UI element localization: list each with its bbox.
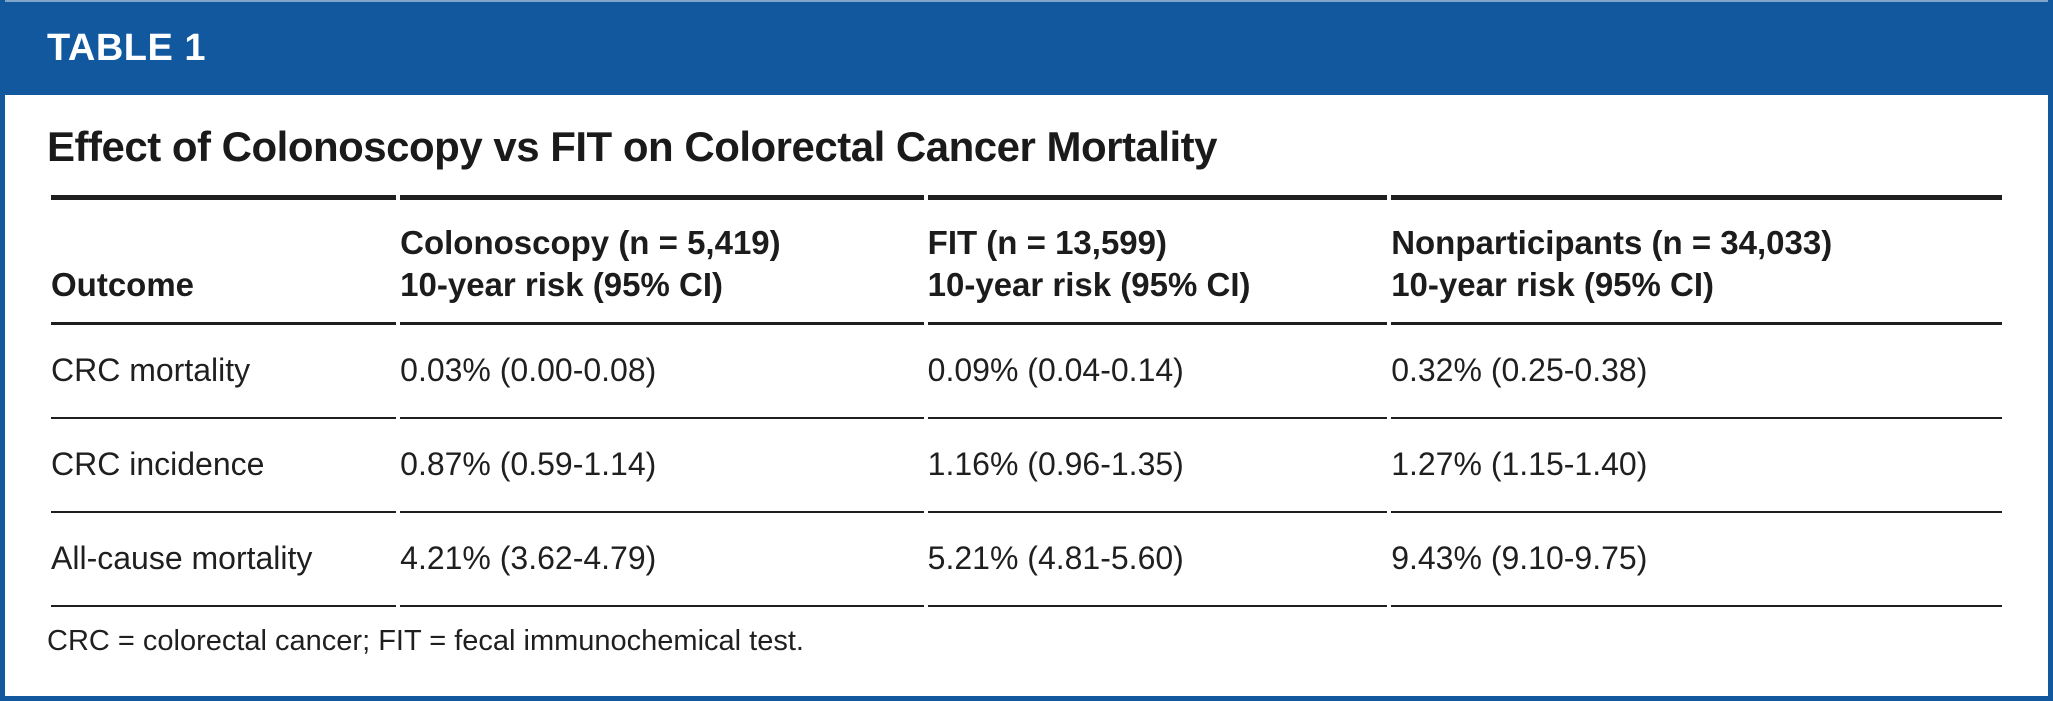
- table-number-banner: TABLE 1: [5, 0, 2048, 95]
- table-title: Effect of Colonoscopy vs FIT on Colorect…: [47, 123, 1218, 170]
- column-header-nonparticipants: Nonparticipants (n = 34,033) 10-year ris…: [1391, 195, 2002, 325]
- cell-outcome: CRC incidence: [51, 419, 397, 513]
- cell-outcome: CRC mortality: [51, 325, 397, 419]
- cell-nonparticipants-risk: 0.32% (0.25-0.38): [1391, 325, 2002, 419]
- column-header-subline: 10-year risk (95% CI): [927, 266, 1251, 303]
- column-header-label: Colonoscopy (n = 5,419): [400, 224, 781, 261]
- table-row: All-cause mortality 4.21% (3.62-4.79) 5.…: [51, 513, 2002, 607]
- table-number-label: TABLE 1: [47, 27, 207, 69]
- cell-colonoscopy-risk: 0.87% (0.59-1.14): [400, 419, 924, 513]
- cell-fit-risk: 5.21% (4.81-5.60): [927, 513, 1388, 607]
- cell-fit-risk: 1.16% (0.96-1.35): [927, 419, 1388, 513]
- cell-colonoscopy-risk: 4.21% (3.62-4.79): [400, 513, 924, 607]
- column-header-subline: 10-year risk (95% CI): [400, 266, 723, 303]
- data-table: Outcome Colonoscopy (n = 5,419) 10-year …: [47, 195, 2006, 607]
- table-content: Effect of Colonoscopy vs FIT on Colorect…: [5, 123, 2048, 658]
- cell-nonparticipants-risk: 1.27% (1.15-1.40): [1391, 419, 2002, 513]
- cell-outcome: All-cause mortality: [51, 513, 397, 607]
- cell-fit-risk: 0.09% (0.04-0.14): [927, 325, 1388, 419]
- table-row: CRC incidence 0.87% (0.59-1.14) 1.16% (0…: [51, 419, 2002, 513]
- column-header-colonoscopy: Colonoscopy (n = 5,419) 10-year risk (95…: [400, 195, 924, 325]
- table-row: CRC mortality 0.03% (0.00-0.08) 0.09% (0…: [51, 325, 2002, 419]
- table-header-row: Outcome Colonoscopy (n = 5,419) 10-year …: [51, 195, 2002, 325]
- footnote: CRC = colorectal cancer; FIT = fecal imm…: [47, 625, 804, 657]
- column-header-fit: FIT (n = 13,599) 10-year risk (95% CI): [927, 195, 1388, 325]
- cell-colonoscopy-risk: 0.03% (0.00-0.08): [400, 325, 924, 419]
- column-header-outcome: Outcome: [51, 195, 397, 325]
- column-header-label: Nonparticipants (n = 34,033): [1391, 224, 1833, 261]
- cell-nonparticipants-risk: 9.43% (9.10-9.75): [1391, 513, 2002, 607]
- column-header-label: FIT (n = 13,599): [927, 224, 1167, 261]
- column-header-label: Outcome: [51, 266, 195, 303]
- column-header-subline: 10-year risk (95% CI): [1391, 266, 1715, 303]
